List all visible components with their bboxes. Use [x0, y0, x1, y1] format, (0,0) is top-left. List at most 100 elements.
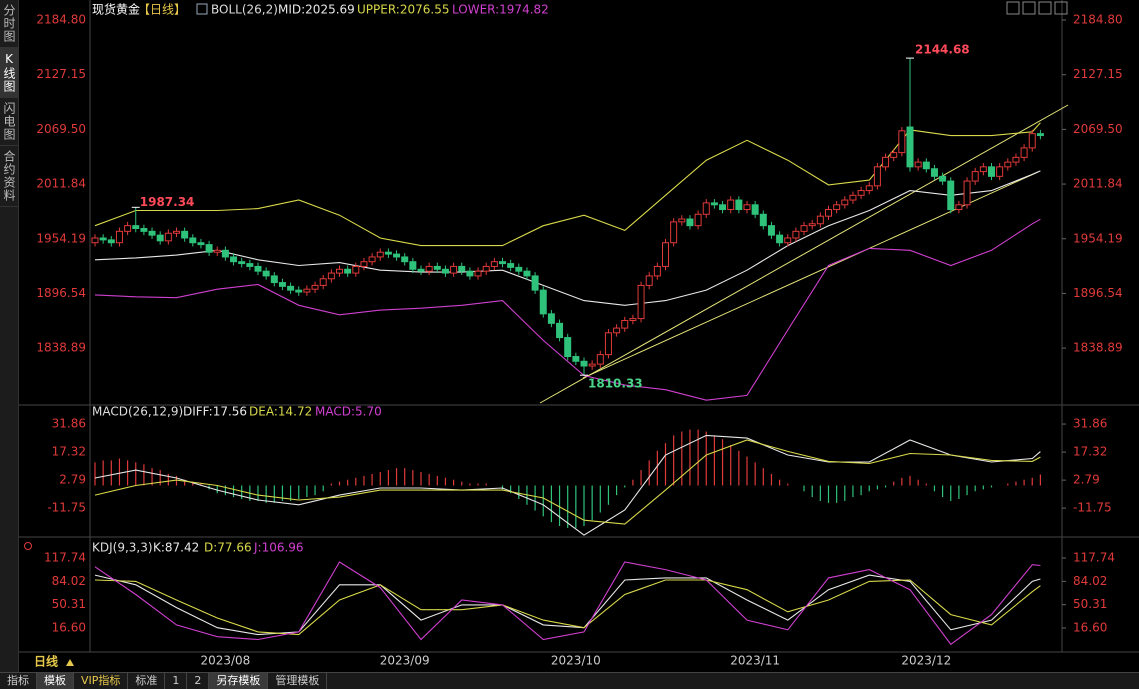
period-arrow[interactable]: [66, 659, 74, 666]
candle-body: [1004, 161, 1012, 168]
candle-body: [336, 268, 343, 274]
side-tab[interactable]: 闪电图: [0, 98, 18, 146]
candle-body: [197, 242, 205, 246]
y-tick-label: 2069.50: [36, 122, 86, 136]
candle-body: [499, 261, 506, 265]
legend-entry: D:77.66: [204, 541, 252, 555]
candle-body: [213, 249, 221, 253]
candle-body: [547, 313, 555, 324]
tab[interactable]: 模板: [37, 673, 74, 689]
candle-body: [393, 253, 401, 258]
candle-body: [115, 230, 123, 244]
candle-body: [295, 289, 303, 293]
control[interactable]: [1054, 1, 1068, 15]
candle-body: [376, 251, 384, 258]
candle-body: [735, 199, 743, 211]
candle-body: [91, 237, 99, 244]
candle-body: [596, 354, 604, 365]
candle-body: [653, 265, 661, 277]
candle-body: [955, 204, 963, 211]
candle-body: [873, 166, 881, 187]
y-tick-label: 50.31: [1073, 597, 1107, 611]
y-tick-label: 17.32: [1073, 445, 1107, 459]
extreme-label: 1987.34: [140, 195, 195, 209]
candle-body: [580, 360, 588, 367]
candle-body: [531, 275, 539, 291]
candle-body: [262, 270, 270, 277]
candle-body: [914, 161, 922, 168]
control[interactable]: [1038, 1, 1052, 15]
legend-entry: UPPER:2076.55: [357, 3, 449, 17]
tab[interactable]: VIP指标: [74, 673, 129, 689]
legend-entry: K:87.42: [153, 541, 199, 555]
candle-body: [621, 319, 629, 329]
candle-body: [523, 270, 531, 277]
side-tab[interactable]: K线图: [0, 48, 18, 98]
candle-body: [816, 215, 824, 225]
y-tick-label: 2011.84: [1073, 177, 1123, 191]
candle-body: [507, 263, 515, 268]
candle-body: [466, 270, 474, 277]
y-tick-label: 1954.19: [36, 231, 86, 245]
tab[interactable]: 管理模板: [268, 673, 328, 689]
candle-body: [254, 265, 262, 272]
y-tick-label: 16.60: [1073, 620, 1107, 634]
control[interactable]: [1022, 1, 1036, 15]
x-tick-label: 2023/10: [551, 654, 601, 668]
tab[interactable]: 2: [187, 673, 210, 689]
candle-body: [784, 237, 792, 244]
candle-body: [922, 161, 930, 170]
candle-body: [181, 230, 189, 239]
y-tick-label: 1838.89: [1073, 341, 1123, 355]
y-tick-label: -11.75: [1073, 501, 1112, 515]
sidebar: 分时图 K线图 闪电图 合约资料: [0, 0, 19, 672]
candle-body: [238, 261, 246, 265]
candle-body: [360, 261, 368, 267]
candle-body: [833, 204, 841, 211]
candle-body: [572, 356, 580, 362]
candle-body: [474, 270, 482, 277]
tab[interactable]: 另存模板: [209, 673, 269, 689]
candle-body: [947, 180, 955, 211]
indicator-icon[interactable]: [196, 3, 208, 15]
candle-body: [173, 230, 180, 234]
side-tab[interactable]: 合约资料: [0, 146, 18, 207]
tab[interactable]: 1: [165, 673, 188, 689]
y-tick-label: 2.79: [1073, 473, 1100, 487]
candle-body: [678, 218, 686, 223]
candle-body: [629, 318, 637, 321]
tab[interactable]: 指标: [0, 673, 37, 689]
candle-body: [898, 130, 906, 154]
side-tab[interactable]: 分时图: [0, 0, 18, 48]
control[interactable]: [1006, 1, 1020, 15]
y-tick-label: 1838.89: [36, 341, 86, 355]
indicator-line: [94, 561, 1041, 646]
y-tick-label: 50.31: [52, 597, 86, 611]
y-tick-label: 2.79: [59, 473, 86, 487]
candle-body: [156, 234, 164, 242]
y-tick-label: 84.02: [52, 574, 86, 588]
candle-body: [808, 223, 816, 227]
candle-body: [906, 126, 914, 168]
candle-body: [319, 278, 327, 286]
candle-body: [702, 202, 710, 215]
candle-body: [368, 256, 376, 263]
window-controls: [1006, 1, 1068, 15]
indicator-name: KDJ(9,3,3): [92, 541, 153, 555]
candle-body: [792, 230, 800, 239]
candle-body: [490, 261, 498, 267]
panel-icon[interactable]: [24, 542, 32, 550]
legend-entry: J:106.96: [253, 541, 304, 555]
candle-body: [515, 266, 523, 272]
candle-body: [278, 282, 286, 287]
legend-entry: DIFF:17.56: [183, 405, 247, 419]
tab[interactable]: 标准: [128, 673, 166, 689]
candle-body: [825, 209, 832, 217]
y-tick-label: 117.74: [44, 551, 86, 565]
candle-body: [221, 249, 229, 258]
candle-body: [417, 268, 425, 272]
period-button[interactable]: 日线: [34, 654, 58, 669]
candle-body: [409, 261, 417, 270]
candle-body: [287, 285, 295, 291]
